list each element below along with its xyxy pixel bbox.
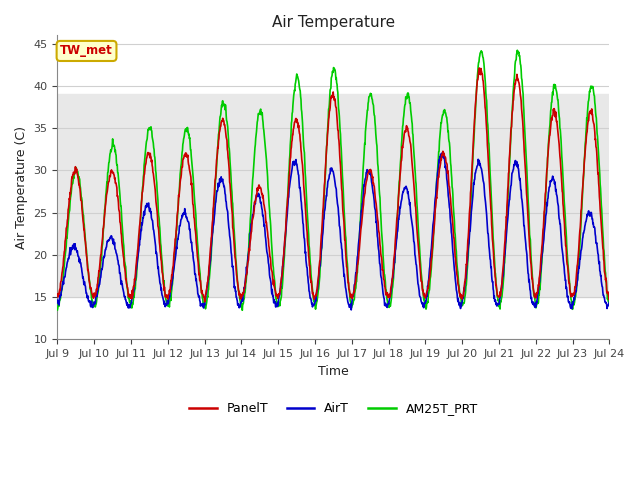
X-axis label: Time: Time	[318, 365, 349, 378]
Title: Air Temperature: Air Temperature	[272, 15, 395, 30]
Y-axis label: Air Temperature (C): Air Temperature (C)	[15, 126, 28, 249]
Legend: PanelT, AirT, AM25T_PRT: PanelT, AirT, AM25T_PRT	[184, 397, 483, 420]
Bar	[58, 95, 609, 297]
Text: TW_met: TW_met	[60, 45, 113, 58]
